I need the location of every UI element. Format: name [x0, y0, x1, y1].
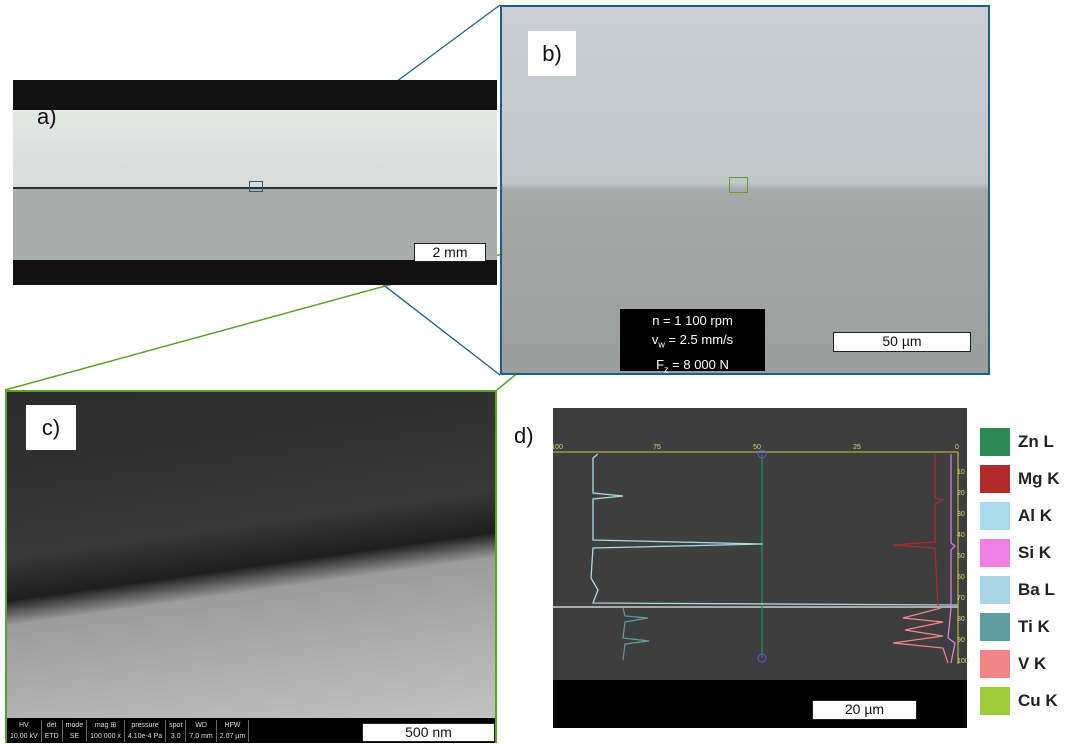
legend-item: Si K	[980, 539, 1060, 567]
tick-label: 75	[653, 444, 661, 451]
scale-bar: 500 nm	[362, 723, 495, 742]
legend-item: Ti K	[980, 613, 1060, 641]
legend-item: Ba L	[980, 576, 1060, 604]
param: vw = 2.5 mm/s	[620, 330, 765, 355]
info-key: WD	[189, 720, 212, 731]
legend-swatch	[980, 465, 1010, 493]
info-value: 4.10e-4 Pa	[128, 731, 162, 742]
tick-label: 10	[957, 469, 965, 476]
legend-item: Mg K	[980, 465, 1060, 493]
panel-label: d)	[514, 423, 534, 449]
legend-swatch	[980, 576, 1010, 604]
tick-label: 100	[551, 444, 563, 451]
tick-label: 50	[753, 444, 761, 451]
legend-item: V K	[980, 650, 1060, 678]
legend-swatch	[980, 502, 1010, 530]
tick-label: 25	[853, 444, 861, 451]
panel-label: b)	[528, 31, 576, 76]
info-key: mag ⊞	[90, 720, 121, 731]
legend-label: Cu K	[1018, 691, 1058, 711]
panel-a: a) 2 mm	[13, 80, 497, 285]
info-key: pressure	[128, 720, 162, 731]
page: a) 2 mm b) n = 1 100 rpm vw = 2.5 mm/s F…	[0, 0, 1079, 746]
info-value: 7.0 mm	[189, 731, 212, 742]
legend: Zn L Mg K Al K Si K Ba L Ti K V K Cu K	[980, 428, 1060, 724]
info-key: spot	[169, 720, 182, 731]
parameters: n = 1 100 rpm vw = 2.5 mm/s Fz = 8 000 N	[620, 309, 765, 371]
tick-label: 80	[957, 616, 965, 623]
legend-item: Al K	[980, 502, 1060, 530]
legend-label: Ba L	[1018, 580, 1055, 600]
panel-b: b) n = 1 100 rpm vw = 2.5 mm/s Fz = 8 00…	[500, 5, 990, 375]
tick-label: 40	[957, 532, 965, 539]
legend-item: Cu K	[980, 687, 1060, 715]
right-axis: 10 20 30 40 50 60 70 80 90 100	[957, 408, 967, 680]
info-value: 3.0	[169, 731, 182, 742]
legend-swatch	[980, 428, 1010, 456]
panel-label: c)	[26, 405, 76, 450]
info-key: HV	[10, 720, 38, 731]
legend-label: V K	[1018, 654, 1046, 674]
info-value: 2.07 µm	[220, 731, 245, 742]
info-key: HFW	[220, 720, 245, 731]
legend-swatch	[980, 650, 1010, 678]
tick-label: 50	[957, 553, 965, 560]
info-key: det	[45, 720, 59, 731]
info-value: SE	[66, 731, 84, 742]
scale-bar: 2 mm	[414, 243, 486, 262]
legend-swatch	[980, 613, 1010, 641]
legend-label: Ti K	[1018, 617, 1050, 637]
tick-label: 100	[957, 658, 969, 665]
legend-label: Zn L	[1018, 432, 1054, 452]
info-value: 10.00 kV	[10, 731, 38, 742]
scale-bar: 20 µm	[812, 700, 917, 720]
tick-label: 60	[957, 574, 965, 581]
tick-label: 70	[957, 595, 965, 602]
info-key: mode	[66, 720, 84, 731]
scale-bar: 50 µm	[833, 332, 971, 352]
legend-label: Mg K	[1018, 469, 1060, 489]
legend-swatch	[980, 687, 1010, 715]
tick-label: 30	[957, 511, 965, 518]
tick-label: 90	[957, 637, 965, 644]
legend-item: Zn L	[980, 428, 1060, 456]
legend-label: Al K	[1018, 506, 1052, 526]
panel-label: a)	[37, 104, 57, 130]
info-value: ETD	[45, 731, 59, 742]
param: Fz = 8 000 N	[620, 355, 765, 380]
info-value: 100 000 x	[90, 731, 121, 742]
legend-label: Si K	[1018, 543, 1051, 563]
param: n = 1 100 rpm	[620, 311, 765, 330]
info-cell: mag ⊞100 000 x	[87, 720, 125, 742]
legend-swatch	[980, 539, 1010, 567]
tick-label: 20	[957, 490, 965, 497]
